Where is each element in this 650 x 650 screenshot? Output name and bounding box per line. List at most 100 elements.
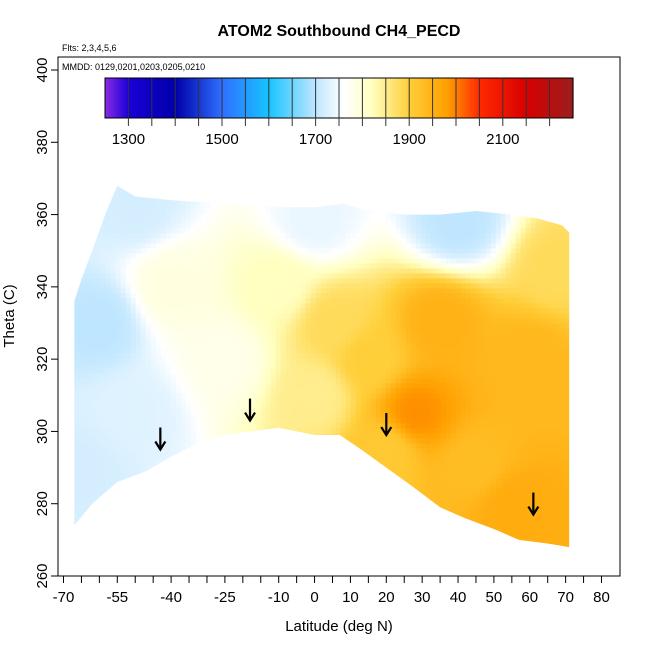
- heatmap-cell: [290, 343, 297, 349]
- heatmap-cell: [530, 288, 537, 294]
- heatmap-cell: [115, 185, 122, 189]
- heatmap-cell: [405, 393, 412, 399]
- heatmap-cell: [240, 348, 247, 354]
- heatmap-cell: [490, 393, 497, 399]
- heatmap-cell: [545, 318, 552, 324]
- heatmap-cell: [435, 318, 442, 324]
- heatmap-cell: [190, 288, 197, 294]
- heatmap-cell: [290, 403, 297, 409]
- heatmap-cell: [545, 298, 552, 304]
- heatmap-cell: [405, 253, 412, 259]
- heatmap-cell: [155, 388, 162, 394]
- heatmap-cell: [305, 233, 312, 239]
- heatmap-cell: [390, 343, 397, 349]
- heatmap-cell: [460, 218, 467, 224]
- heatmap-cell: [535, 343, 542, 349]
- heatmap-cell: [130, 388, 137, 394]
- heatmap-cell: [455, 233, 462, 239]
- heatmap-cell: [260, 423, 267, 429]
- heatmap-cell: [550, 298, 557, 304]
- heatmap-cell: [285, 383, 292, 389]
- heatmap-cell: [255, 403, 262, 409]
- heatmap-cell: [345, 233, 352, 239]
- heatmap-cell: [80, 318, 87, 324]
- heatmap-cell: [395, 238, 402, 244]
- heatmap-cell: [545, 258, 552, 264]
- heatmap-cell: [150, 268, 157, 274]
- heatmap-cell: [165, 278, 172, 284]
- heatmap-cell: [130, 228, 137, 234]
- heatmap-cell: [235, 248, 242, 254]
- heatmap-cell: [470, 308, 477, 314]
- heatmap-cell: [215, 273, 222, 279]
- heatmap-cell: [130, 333, 137, 339]
- heatmap-cell: [540, 318, 547, 324]
- heatmap-cell: [125, 373, 132, 379]
- heatmap-cell: [110, 228, 117, 234]
- heatmap-cell: [510, 408, 517, 414]
- heatmap-cell: [370, 328, 377, 334]
- heatmap-cell: [545, 388, 552, 394]
- heatmap-cell: [110, 238, 117, 244]
- heatmap-cell: [125, 253, 132, 259]
- heatmap-cell: [110, 233, 117, 239]
- heatmap-cell: [280, 233, 287, 239]
- heatmap-cell: [375, 418, 382, 424]
- heatmap-cell: [185, 258, 192, 264]
- heatmap-cell: [220, 273, 227, 279]
- heatmap-cell: [330, 288, 337, 294]
- heatmap-cell: [260, 368, 267, 374]
- heatmap-cell: [320, 373, 327, 379]
- heatmap-cell: [385, 313, 392, 319]
- heatmap-cell: [520, 233, 527, 239]
- heatmap-cell: [140, 278, 147, 284]
- heatmap-cell: [155, 203, 162, 209]
- heatmap-cell: [215, 263, 222, 269]
- heatmap-cell: [200, 293, 207, 299]
- heatmap-cell: [130, 338, 137, 344]
- heatmap-cell: [375, 283, 382, 289]
- heatmap-cell: [235, 338, 242, 344]
- heatmap-cell: [355, 323, 362, 329]
- heatmap-cell: [375, 258, 382, 264]
- heatmap-cell: [500, 248, 507, 254]
- heatmap-cell: [230, 313, 237, 319]
- heatmap-cell: [230, 338, 237, 344]
- heatmap-cell: [240, 353, 247, 359]
- heatmap-cell: [410, 323, 417, 329]
- heatmap-cell: [260, 228, 267, 234]
- heatmap-cell: [525, 303, 532, 309]
- heatmap-cell: [390, 388, 397, 394]
- heatmap-cell: [480, 328, 487, 334]
- heatmap-cell: [115, 368, 122, 374]
- heatmap-cell: [450, 268, 457, 274]
- heatmap-cell: [195, 423, 202, 429]
- heatmap-cell: [100, 233, 107, 239]
- heatmap-cell: [280, 303, 287, 309]
- heatmap-cell: [495, 418, 502, 424]
- heatmap-cell: [535, 233, 542, 239]
- heatmap-cell: [220, 353, 227, 359]
- heatmap-cell: [190, 383, 197, 389]
- heatmap-cell: [535, 238, 542, 244]
- heatmap-cell: [220, 348, 227, 354]
- heatmap-cell: [555, 348, 562, 354]
- heatmap-cell: [280, 333, 287, 339]
- heatmap-cell: [525, 288, 532, 294]
- heatmap-cell: [265, 323, 272, 329]
- heatmap-cell: [475, 278, 482, 284]
- heatmap-cell: [485, 373, 492, 379]
- heatmap-cell: [170, 293, 177, 299]
- heatmap-cell: [445, 238, 452, 244]
- heatmap-cell: [325, 333, 332, 339]
- heatmap-cell: [195, 393, 202, 399]
- heatmap-cell: [90, 408, 97, 414]
- heatmap-cell: [175, 238, 182, 244]
- heatmap-cell: [165, 283, 172, 289]
- heatmap-cell: [435, 358, 442, 364]
- heatmap-cell: [330, 413, 337, 419]
- heatmap-cell: [120, 233, 127, 239]
- heatmap-cell: [110, 403, 117, 409]
- heatmap-cell: [520, 398, 527, 404]
- heatmap-cell: [330, 278, 337, 284]
